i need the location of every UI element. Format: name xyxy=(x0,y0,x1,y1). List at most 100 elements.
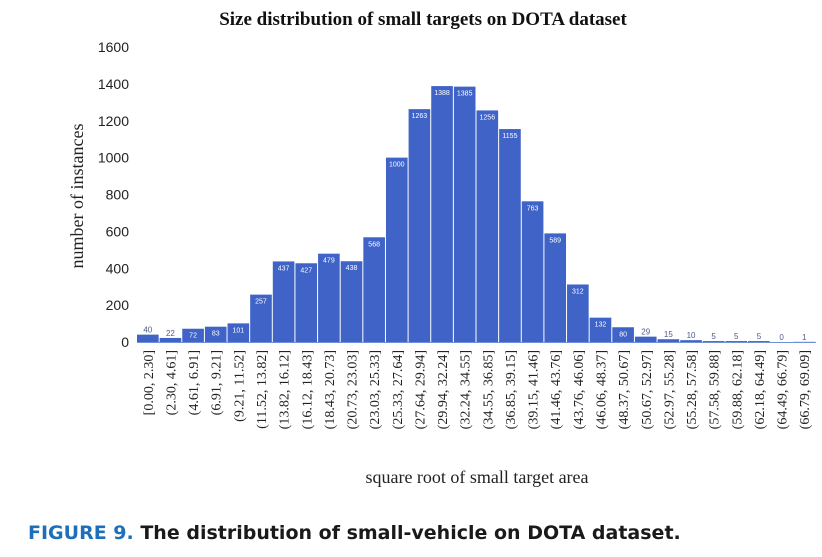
x-tick-label: (46.06, 48.37] xyxy=(594,350,609,429)
x-tick-label: (39.15, 41.46] xyxy=(527,350,542,429)
bar xyxy=(521,201,544,342)
bar xyxy=(725,341,748,342)
y-tick-label: 800 xyxy=(106,187,130,203)
bar xyxy=(250,294,272,342)
x-tick-label: (52.97, 55.28] xyxy=(662,350,677,429)
x-tick-label: (16.12, 18.43] xyxy=(300,350,315,429)
data-label: 568 xyxy=(368,241,380,248)
x-tick-label: (64.49, 66.79] xyxy=(776,350,791,429)
x-tick-label: (6.91, 9.21] xyxy=(210,350,225,415)
y-tick-label: 1200 xyxy=(98,113,129,129)
data-label: 5 xyxy=(711,332,716,341)
data-label: 101 xyxy=(233,327,245,334)
bar xyxy=(182,328,204,342)
x-tick-label: (29.94, 32.24] xyxy=(436,350,451,429)
x-tick-label: (34.55, 36.85] xyxy=(481,350,496,429)
bar xyxy=(318,253,340,342)
chart: Size distribution of small targets on DO… xyxy=(67,9,816,487)
y-tick-label: 400 xyxy=(106,260,130,276)
x-tick-label: (36.85, 39.15] xyxy=(504,350,519,429)
bar xyxy=(748,341,770,342)
bar xyxy=(453,86,476,342)
data-label: 589 xyxy=(549,237,561,244)
data-label: 72 xyxy=(189,333,197,340)
x-tick-label: (43.76, 46.06] xyxy=(572,350,587,429)
x-tick-label: (9.21, 11.52] xyxy=(232,350,247,422)
data-label: 5 xyxy=(734,332,739,341)
y-tick-label: 1600 xyxy=(98,39,129,55)
data-label: 312 xyxy=(572,288,584,295)
x-axis: [0.00, 2.30] (2.30, 4.61] (4.61, 6.91] (6.9… xyxy=(142,350,813,429)
bar xyxy=(227,323,250,342)
x-tick-label: [0.00, 2.30] xyxy=(142,350,157,415)
chart-title: Size distribution of small targets on DO… xyxy=(219,9,627,30)
bar xyxy=(340,261,363,342)
x-tick-label: (66.79, 69.09] xyxy=(798,350,813,429)
figure-label: FIGURE 9. xyxy=(28,522,134,544)
data-label: 10 xyxy=(687,331,696,340)
data-label: 22 xyxy=(166,329,175,338)
x-tick-label: (55.28, 57.58] xyxy=(685,350,700,429)
x-tick-label: (18.43, 20.73] xyxy=(323,350,338,429)
bar xyxy=(499,129,521,342)
data-label: 40 xyxy=(143,326,152,335)
x-tick-label: (4.61, 6.91] xyxy=(187,350,202,415)
y-tick-label: 200 xyxy=(106,297,130,313)
x-tick-label: (32.24, 34.55] xyxy=(459,350,474,429)
data-label: 427 xyxy=(300,267,312,274)
bar xyxy=(431,86,453,342)
x-axis-label: square root of small target area xyxy=(365,467,588,487)
data-label: 83 xyxy=(212,331,220,338)
data-label: 1385 xyxy=(457,91,473,98)
data-label: 763 xyxy=(527,205,539,212)
data-label: 438 xyxy=(346,265,358,272)
x-tick-label: (62.18, 64.49] xyxy=(753,350,768,429)
x-tick-label: (41.46, 43.76] xyxy=(549,350,564,429)
data-label: 1000 xyxy=(389,162,405,169)
x-tick-label: (23.03, 25.33] xyxy=(368,350,383,429)
bar xyxy=(272,261,295,342)
data-label: 15 xyxy=(664,330,673,339)
y-axis: 0 200 400 600 800 1000 1200 1400 1600 xyxy=(98,39,129,350)
data-label: 437 xyxy=(278,265,290,272)
bar xyxy=(408,109,431,342)
bar xyxy=(634,336,657,342)
x-tick-label: (50.67, 52.97] xyxy=(640,350,655,429)
y-axis-label: number of instances xyxy=(67,124,87,269)
bar xyxy=(680,340,702,342)
bar xyxy=(589,317,612,342)
y-tick-label: 0 xyxy=(121,334,129,350)
data-label: 5 xyxy=(757,332,762,341)
data-label: 0 xyxy=(779,333,784,342)
y-tick-label: 1400 xyxy=(98,76,129,92)
data-label: 80 xyxy=(619,331,627,338)
x-tick-label: (13.82, 16.12] xyxy=(278,350,293,429)
x-tick-label: (25.33, 27.64] xyxy=(391,350,406,429)
bar xyxy=(385,157,408,343)
y-tick-label: 1000 xyxy=(98,150,129,166)
bar xyxy=(567,284,589,342)
data-label: 1263 xyxy=(412,113,428,120)
caption-text: The distribution of small-vehicle on DOT… xyxy=(133,522,681,544)
data-label: 1388 xyxy=(434,90,450,97)
bar xyxy=(204,326,227,342)
data-label: 479 xyxy=(323,258,335,265)
x-tick-label: (20.73, 23.03] xyxy=(346,350,361,429)
bar xyxy=(612,327,634,342)
data-label: 1155 xyxy=(502,133,517,140)
bar xyxy=(159,337,182,342)
figure-caption: FIGURE 9. The distribution of small-vehi… xyxy=(28,522,681,544)
data-label: 1256 xyxy=(480,114,496,121)
data-label: 1 xyxy=(802,333,807,342)
bar xyxy=(657,339,680,342)
x-tick-label: (27.64, 29.94] xyxy=(413,350,428,429)
x-tick-label: (59.88, 62.18] xyxy=(730,350,745,429)
data-label: 132 xyxy=(595,322,607,329)
bar-series xyxy=(137,86,816,343)
x-tick-label: (48.37, 50.67] xyxy=(617,350,632,429)
bar xyxy=(295,263,318,342)
bar xyxy=(137,334,159,343)
bar xyxy=(702,341,725,342)
bar xyxy=(363,237,385,342)
